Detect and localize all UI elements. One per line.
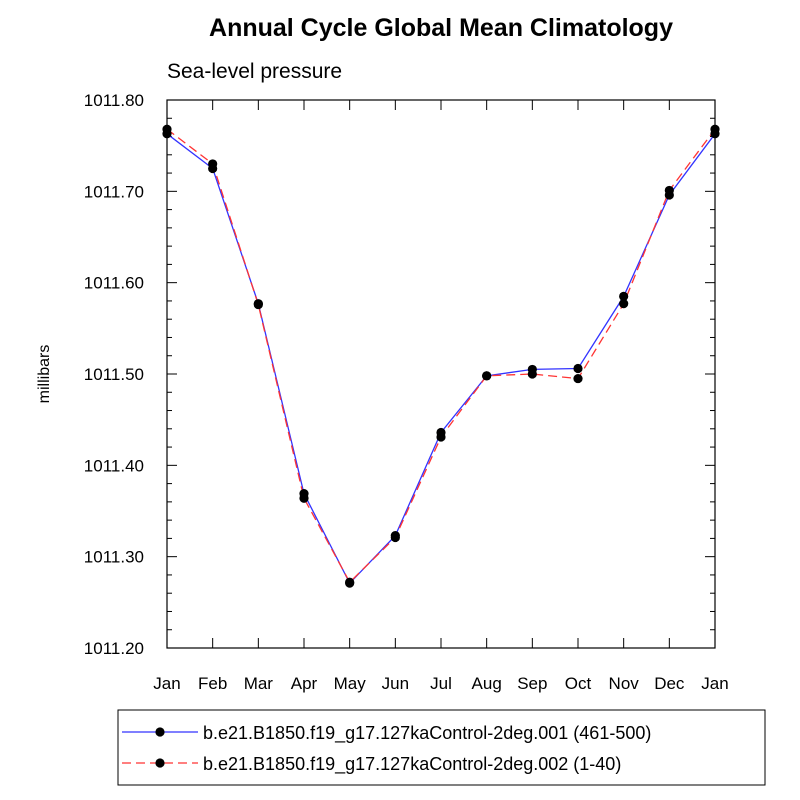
chart-subtitle: Sea-level pressure xyxy=(167,60,342,83)
x-tick-label: May xyxy=(334,674,367,693)
x-tick-label: Jun xyxy=(382,674,409,693)
series-1-point xyxy=(573,363,583,374)
x-tick-label: Feb xyxy=(198,674,227,693)
plot-frame xyxy=(166,99,716,649)
x-tick-label: Dec xyxy=(654,674,685,693)
legend-box xyxy=(117,709,766,786)
y-tick-label: 1011.70 xyxy=(84,182,144,201)
series-2-point xyxy=(253,299,263,310)
series-2-point xyxy=(299,493,309,503)
y-tick-label: 1011.30 xyxy=(84,548,144,567)
series-2-point xyxy=(664,185,674,196)
y-tick-label: 1011.60 xyxy=(84,274,144,293)
legend-marker-1 xyxy=(155,727,165,737)
y-axis-label: millibars xyxy=(36,345,53,404)
legend-marker-2 xyxy=(155,758,165,768)
series-2-point xyxy=(390,532,400,543)
legend-label-2: b.e21.B1850.f19_g17.127kaControl-2deg.00… xyxy=(203,754,621,775)
x-tick-label: Nov xyxy=(609,674,640,693)
x-tick-label: Mar xyxy=(244,674,274,693)
y-tick-label: 1011.50 xyxy=(84,365,144,384)
legend-label-1: b.e21.B1850.f19_g17.127kaControl-2deg.00… xyxy=(203,723,651,744)
axis-ticks: 1011.20 1011.30 1011.40 1011.50 1011.60 1011.… xyxy=(84,91,729,693)
y-tick-label: 1011.20 xyxy=(84,639,144,658)
series-layer xyxy=(162,124,720,588)
series-2-point xyxy=(527,369,537,379)
y-tick-label: 1011.40 xyxy=(84,456,144,475)
x-tick-label: Oct xyxy=(565,674,592,693)
x-tick-label: Sep xyxy=(517,674,547,693)
legend: b.e21.B1850.f19_g17.127kaControl-2deg.00… xyxy=(117,709,766,786)
series-1-point xyxy=(619,291,629,301)
x-tick-label: Jan xyxy=(701,674,728,693)
x-tick-label: Aug xyxy=(472,674,502,693)
x-tick-label: Jul xyxy=(430,674,452,693)
series-2-point xyxy=(573,373,583,384)
y-tick-label: 1011.80 xyxy=(84,91,144,110)
series-2-point xyxy=(482,371,492,381)
series-2-point xyxy=(345,577,355,587)
series-2-point xyxy=(436,432,446,442)
series-2-point xyxy=(619,299,629,309)
x-tick-label: Jan xyxy=(153,674,180,693)
series-2-point xyxy=(208,159,218,169)
x-tick-label: Apr xyxy=(291,674,318,693)
chart-title: Annual Cycle Global Mean Climatology xyxy=(209,14,673,42)
